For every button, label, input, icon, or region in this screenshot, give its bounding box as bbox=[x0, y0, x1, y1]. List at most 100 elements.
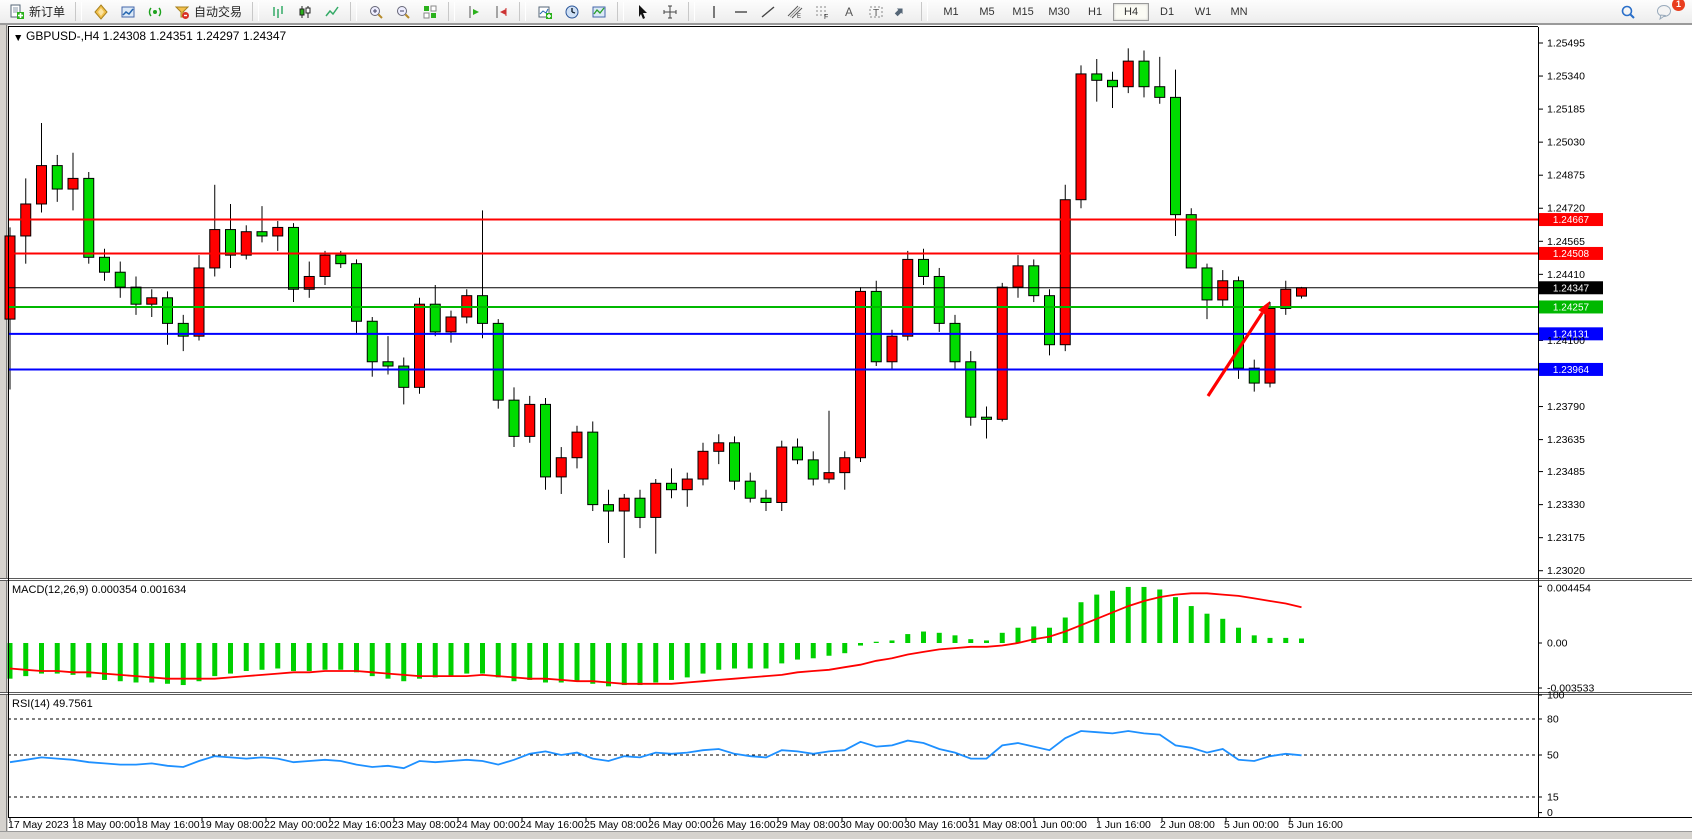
svg-text:T: T bbox=[873, 8, 879, 19]
macd-label: MACD(12,26,9) 0.000354 0.001634 bbox=[12, 584, 186, 596]
svg-text:50: 50 bbox=[1547, 750, 1559, 762]
text-icon[interactable]: A bbox=[835, 2, 862, 22]
time-tick-label: 24 May 16:00 bbox=[520, 819, 584, 831]
timeframe-button-h4[interactable]: H4 bbox=[1113, 2, 1150, 21]
price-tick-label: 1.23485 bbox=[1547, 466, 1585, 478]
candlestick-series bbox=[4, 48, 1307, 558]
time-tick-label: 23 May 08:00 bbox=[392, 819, 456, 831]
toolbar-separator bbox=[350, 2, 358, 21]
time-tick-label: 18 May 00:00 bbox=[72, 819, 136, 831]
svg-text:15: 15 bbox=[1547, 792, 1559, 804]
time-tick-label: 18 May 16:00 bbox=[136, 819, 200, 831]
price-tick-label: 1.24565 bbox=[1547, 236, 1585, 248]
price-tick-label: 1.23020 bbox=[1547, 565, 1585, 577]
toolbar-separator bbox=[921, 2, 929, 21]
timeframe-button-d1[interactable]: D1 bbox=[1160, 5, 1175, 18]
zoom-out-icon[interactable] bbox=[389, 2, 416, 22]
horizontal-price-lines[interactable] bbox=[8, 218, 1538, 371]
chat-icon[interactable]: 1 bbox=[1651, 0, 1685, 22]
tile-windows-icon[interactable] bbox=[416, 2, 443, 22]
svg-text:0.004454: 0.004454 bbox=[1547, 583, 1591, 595]
timeframe-button-mn[interactable]: MN bbox=[1230, 5, 1248, 18]
time-tick-label: 26 May 16:00 bbox=[712, 819, 776, 831]
bar-chart-icon[interactable] bbox=[264, 2, 291, 22]
svg-text:0.00: 0.00 bbox=[1547, 638, 1568, 650]
new-order-label: 新订单 bbox=[29, 5, 66, 19]
price-axis[interactable] bbox=[1538, 42, 1603, 572]
time-tick-label: 29 May 08:00 bbox=[776, 819, 840, 831]
timeframe-button-m15[interactable]: M15 bbox=[1012, 5, 1034, 18]
price-marker-label: 1.24347 bbox=[1553, 283, 1590, 294]
price-marker-label: 1.24508 bbox=[1553, 249, 1590, 260]
svg-text:100: 100 bbox=[1547, 690, 1565, 702]
crosshair-icon[interactable] bbox=[656, 2, 683, 22]
line-chart-icon[interactable] bbox=[318, 2, 345, 22]
svg-text:A: A bbox=[845, 5, 853, 19]
toolbar-separator bbox=[617, 2, 625, 21]
timeframe-button-w1[interactable]: W1 bbox=[1194, 5, 1212, 18]
timeframe-toolbar: M1 M5 M15 M30 H1 H4 D1 W1 MN bbox=[930, 0, 1260, 23]
toolbar-separator bbox=[688, 2, 696, 21]
time-tick-label: 31 May 08:00 bbox=[968, 819, 1032, 831]
macd-axis bbox=[1538, 585, 1542, 689]
label-icon[interactable]: T bbox=[862, 2, 889, 22]
cursor-icon[interactable] bbox=[629, 2, 656, 22]
horizontal-line-icon[interactable] bbox=[727, 2, 754, 22]
new-order-button[interactable]: 新订单 bbox=[3, 1, 70, 22]
time-tick-label: 22 May 00:00 bbox=[264, 819, 328, 831]
price-tick-label: 1.24410 bbox=[1547, 269, 1585, 281]
rsi-axis bbox=[1538, 694, 1542, 814]
timeframe-button-h1[interactable]: H1 bbox=[1088, 5, 1103, 18]
time-tick-label: 30 May 16:00 bbox=[904, 819, 968, 831]
toolbar-separator bbox=[75, 2, 83, 21]
time-tick-label: 2 Jun 08:00 bbox=[1160, 819, 1215, 831]
main-toolbar: 新订单 自动交易 bbox=[0, 0, 1692, 24]
time-tick-label: 26 May 00:00 bbox=[648, 819, 712, 831]
candlestick-chart-icon[interactable] bbox=[291, 2, 318, 22]
time-tick-label: 19 May 08:00 bbox=[200, 819, 264, 831]
timeframe-button-m5[interactable]: M5 bbox=[979, 5, 995, 18]
chart-title: GBPUSD-,H4 1.24308 1.24351 1.24297 1.243… bbox=[26, 29, 287, 43]
trendline-icon[interactable] bbox=[754, 2, 781, 22]
toolbar-separator bbox=[252, 2, 260, 21]
chart-shift-icon[interactable] bbox=[487, 2, 514, 22]
fibonacci-icon[interactable]: F bbox=[808, 2, 835, 22]
time-axis[interactable] bbox=[9, 817, 1291, 821]
templates-icon[interactable] bbox=[585, 2, 612, 22]
time-tick-label: 1 Jun 00:00 bbox=[1032, 819, 1087, 831]
shapes-icon[interactable] bbox=[889, 2, 916, 22]
svg-text:F: F bbox=[824, 14, 828, 20]
macd-panel bbox=[7, 586, 1304, 687]
symbol-dropdown-icon: ▼ bbox=[13, 32, 23, 44]
periods-clock-icon[interactable] bbox=[558, 2, 585, 22]
search-icon[interactable] bbox=[1614, 2, 1641, 22]
svg-text:E: E bbox=[797, 14, 801, 20]
new-order-icon bbox=[8, 4, 25, 20]
price-marker-label: 1.23964 bbox=[1553, 365, 1590, 376]
auto-scroll-icon[interactable] bbox=[460, 2, 487, 22]
price-tick-label: 1.24875 bbox=[1547, 170, 1585, 182]
price-tick-label: 1.23175 bbox=[1547, 532, 1585, 544]
price-tick-label: 1.25185 bbox=[1547, 104, 1585, 116]
add-indicator-icon[interactable] bbox=[531, 2, 558, 22]
signal-icon[interactable] bbox=[141, 2, 168, 22]
auto-trading-button[interactable]: 自动交易 bbox=[168, 1, 247, 22]
price-tick-label: 1.25030 bbox=[1547, 137, 1585, 149]
channel-icon[interactable]: E bbox=[781, 2, 808, 22]
price-tick-label: 1.25495 bbox=[1547, 38, 1585, 50]
auto-trading-icon bbox=[173, 4, 190, 20]
time-tick-label: 25 May 08:00 bbox=[584, 819, 648, 831]
compass-icon[interactable] bbox=[87, 2, 114, 22]
notification-badge: 1 bbox=[1672, 0, 1685, 11]
timeframe-button-m1[interactable]: M1 bbox=[943, 5, 959, 18]
time-tick-label: 22 May 16:00 bbox=[328, 819, 392, 831]
time-tick-label: 17 May 2023 bbox=[8, 819, 69, 831]
vertical-line-icon[interactable] bbox=[700, 2, 727, 22]
market-chart-icon[interactable] bbox=[114, 2, 141, 22]
zoom-in-icon[interactable] bbox=[362, 2, 389, 22]
time-tick-label: 1 Jun 16:00 bbox=[1096, 819, 1151, 831]
annotation-arrow[interactable] bbox=[1206, 301, 1270, 397]
timeframe-button-m30[interactable]: M30 bbox=[1048, 5, 1070, 18]
